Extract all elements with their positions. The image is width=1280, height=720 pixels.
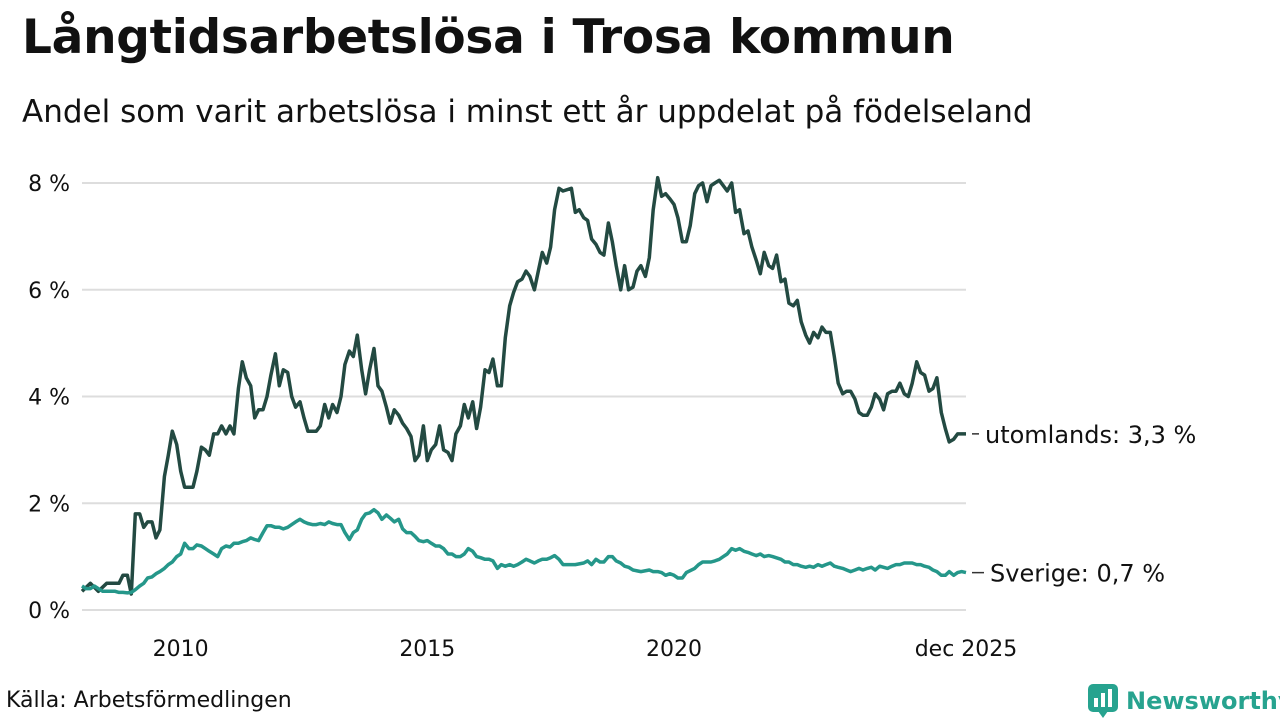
- y-tick-label: 8 %: [28, 172, 70, 197]
- y-axis: 0 % 2 % 4 % 6 % 8 %: [28, 172, 70, 624]
- x-axis: 2010 2015 2020 dec 2025: [153, 637, 1018, 662]
- newsworthy-logo: Newsworthy: [1088, 684, 1280, 718]
- source-note: Källa: Arbetsförmedlingen: [6, 688, 292, 713]
- x-tick-label: 2015: [399, 637, 455, 662]
- y-tick-label: 4 %: [28, 386, 70, 411]
- end-label-utomlands: utomlands: 3,3 %: [985, 421, 1196, 449]
- x-tick-label: dec 2025: [915, 637, 1018, 662]
- chart-subtitle: Andel som varit arbetslösa i minst ett å…: [22, 94, 1033, 130]
- end-label-sverige: Sverige: 0,7 %: [990, 560, 1165, 588]
- series-end-labels: utomlands: 3,3 % Sverige: 0,7 %: [972, 421, 1196, 588]
- y-tick-label: 2 %: [28, 492, 70, 517]
- newsworthy-chart-icon: [1088, 684, 1118, 718]
- series-lines: [80, 175, 967, 596]
- chart-title: Långtidsarbetslösa i Trosa kommun: [22, 10, 955, 65]
- y-tick-label: 6 %: [28, 279, 70, 304]
- series-line-utomlands: [80, 175, 966, 596]
- series-line-sverige: [81, 507, 967, 595]
- x-tick-label: 2020: [646, 637, 702, 662]
- gridlines: [82, 182, 966, 611]
- y-tick-label: 0 %: [28, 599, 70, 624]
- x-tick-label: 2010: [153, 637, 209, 662]
- brand-name: Newsworthy: [1126, 687, 1280, 715]
